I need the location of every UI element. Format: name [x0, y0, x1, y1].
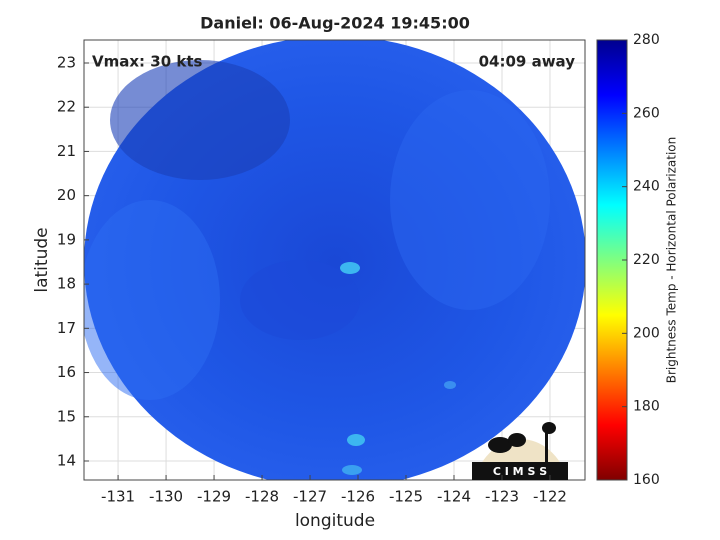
y-axis-label: latitude [32, 227, 52, 292]
logo-text: C I M S S [493, 465, 547, 478]
annotation: 04:09 away [479, 53, 576, 71]
colorbar-tick-label: 280 [633, 32, 660, 48]
chart-title: Daniel: 06-Aug-2024 19:45:00 [200, 14, 470, 33]
colorbar-tick-label: 180 [633, 399, 660, 415]
colorbar-tick-label: 200 [633, 325, 660, 341]
plot-frame [83, 39, 586, 481]
logo: C I M S S [472, 422, 568, 480]
y-tick-label: 15 [57, 407, 76, 425]
colorbar-tick-label: 260 [633, 105, 660, 121]
y-tick-label: 17 [57, 319, 76, 337]
y-tick-label: 20 [57, 186, 76, 204]
annotation: Vmax: 30 kts [92, 53, 202, 71]
x-tick-label: -127 [293, 488, 327, 506]
x-tick-label: -124 [437, 488, 471, 506]
y-tick-label: 18 [57, 275, 76, 293]
x-axis-label: longitude [295, 511, 375, 531]
y-tick-label: 22 [57, 98, 76, 116]
colorbar-tick-label: 220 [633, 252, 660, 268]
y-tick-label: 23 [57, 53, 76, 71]
y-tick-label: 14 [57, 451, 76, 469]
colorbar-tick-label: 240 [633, 179, 660, 195]
x-tick-label: -131 [101, 488, 135, 506]
imagery [84, 40, 585, 480]
y-tick-label: 16 [57, 363, 76, 381]
x-tick-label: -126 [341, 488, 375, 506]
colorbar-tick-label: 160 [633, 472, 660, 488]
y-tick-label: 21 [57, 142, 76, 160]
x-tick-label: -123 [485, 488, 519, 506]
x-tick-label: -129 [197, 488, 231, 506]
y-tick-label: 19 [57, 230, 76, 248]
x-tick-label: -125 [389, 488, 423, 506]
colorbar-label: Brightness Temp - Horizontal Polarizatio… [665, 137, 679, 384]
x-tick-label: -122 [533, 488, 567, 506]
x-tick-label: -130 [149, 488, 183, 506]
x-tick-label: -128 [245, 488, 279, 506]
